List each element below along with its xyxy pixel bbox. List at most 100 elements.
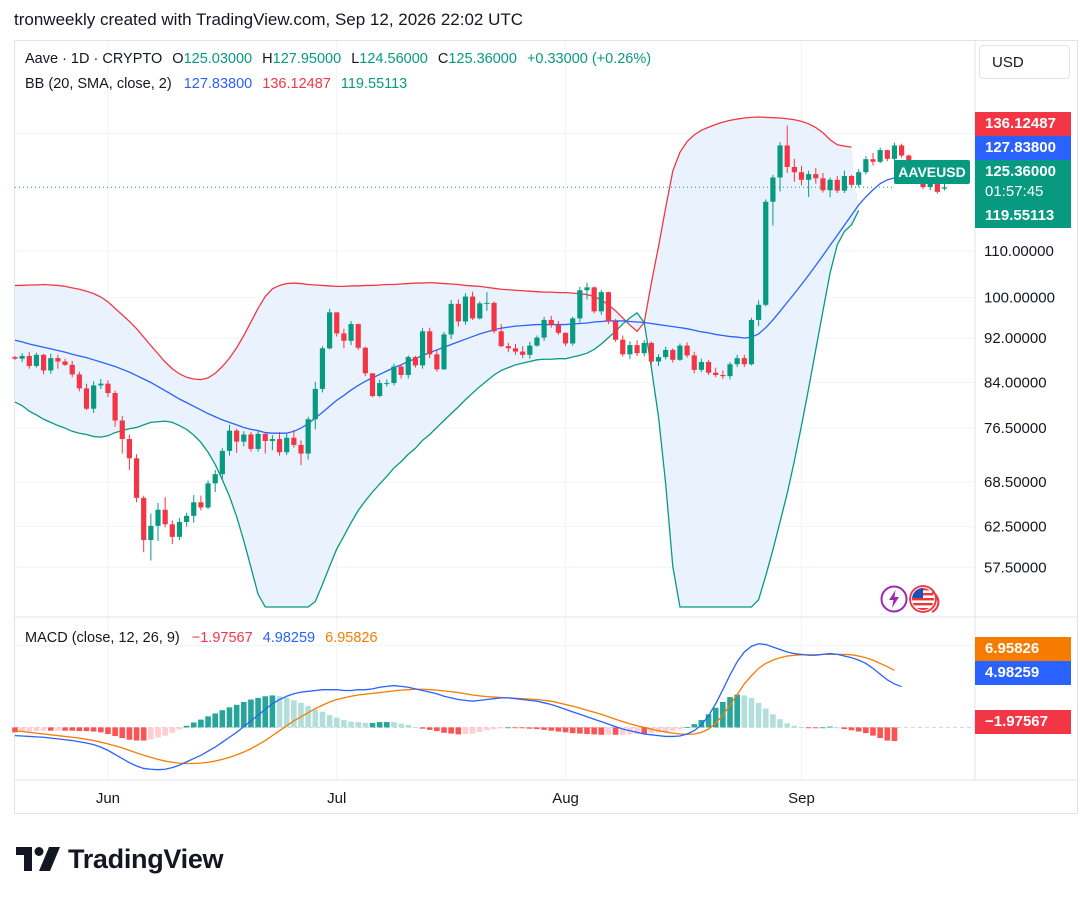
macd-histogram-bar: [727, 697, 733, 728]
macd-histogram-bar: [491, 727, 497, 730]
candle-body: [634, 345, 640, 354]
candle-body: [470, 296, 476, 319]
macd-histogram-bar: [684, 727, 690, 728]
time-tick-label: Sep: [788, 790, 815, 807]
macd-histogram-bar: [426, 727, 433, 730]
macd-histogram-bar: [69, 727, 75, 731]
price-tick-label: 68.50000: [984, 474, 1047, 491]
currency-button[interactable]: USD: [979, 45, 1070, 79]
bb-label: BB (20, SMA, close, 2): [25, 76, 172, 92]
macd-histogram-bar: [441, 727, 447, 733]
candle-body: [884, 150, 890, 159]
macd-histogram-bar: [305, 706, 311, 728]
candle-body: [863, 159, 869, 173]
macd-histogram-bar: [355, 722, 361, 728]
macd-histogram-bar: [326, 715, 333, 728]
lightning-icon[interactable]: [880, 585, 908, 613]
candle-body: [341, 333, 347, 341]
candle-body: [663, 349, 669, 358]
tradingview-logo[interactable]: TradingView: [16, 842, 224, 876]
macd-histogram-bar: [12, 727, 18, 733]
macd-histogram-bar: [241, 701, 247, 728]
candle-body: [362, 347, 368, 374]
macd-histogram-bar: [226, 707, 233, 728]
macd-histogram-bar: [55, 727, 61, 731]
candle-body: [434, 354, 440, 370]
candle-body: [62, 361, 68, 365]
candle-body: [369, 373, 376, 397]
candle-body: [548, 319, 554, 326]
candle-body: [305, 419, 311, 454]
last-price-value: 125.36000: [985, 163, 1056, 180]
macd-histogram-bar: [126, 727, 133, 740]
time-tick-label: Jul: [327, 790, 346, 807]
candle-body: [384, 383, 390, 385]
candle-body: [462, 296, 469, 322]
symbol-label[interactable]: Aave · 1D · CRYPTO: [25, 51, 163, 67]
candle-body: [226, 430, 233, 451]
macd-histogram-bar: [176, 727, 183, 730]
us-flag-icon[interactable]: [909, 585, 937, 613]
macd-histogram-bar: [755, 702, 762, 728]
bb-upper-value: 136.12487: [262, 76, 331, 92]
macd-histogram-bar: [777, 719, 783, 728]
macd-hist-value: −1.97567: [191, 630, 253, 646]
macd-histogram-bar: [791, 725, 798, 728]
candle-body: [455, 303, 461, 322]
macd-histogram-bar: [212, 713, 218, 728]
candle-body: [555, 325, 561, 333]
candle-body: [806, 174, 812, 180]
candle-body: [398, 366, 404, 376]
macd-histogram-bar: [584, 727, 590, 734]
candle-body: [591, 287, 597, 312]
macd-histogram-bar: [269, 695, 276, 728]
candle-body: [813, 174, 819, 179]
macd-histogram-bar: [691, 724, 698, 728]
candle-body: [748, 319, 755, 365]
macd-histogram-bar: [98, 727, 104, 733]
macd-histogram-bar: [298, 702, 304, 728]
macd-histogram-bar: [770, 714, 776, 728]
candle-body: [734, 358, 740, 365]
macd-hist-tag: −1.97567: [975, 710, 1071, 734]
macd-histogram-bar: [90, 727, 97, 732]
candle-body: [941, 187, 948, 189]
chart-frame[interactable]: [14, 40, 1078, 814]
macd-histogram-bar: [190, 722, 197, 728]
macd-histogram-bar: [76, 727, 83, 732]
candle-body: [269, 439, 275, 441]
macd-histogram-bar: [805, 727, 812, 729]
candle-body: [684, 345, 690, 356]
candle-body: [155, 509, 161, 526]
candle-body: [69, 364, 75, 375]
candle-body: [405, 357, 411, 376]
macd-histogram-bar: [455, 727, 462, 735]
candle-body: [169, 524, 175, 537]
low-label: L: [351, 51, 360, 67]
candle-body: [677, 345, 683, 360]
candle-body: [856, 172, 862, 185]
macd-histogram-bar: [541, 727, 547, 730]
macd-histogram-bar: [498, 727, 504, 729]
macd-histogram-bar: [841, 727, 848, 730]
bb-legend[interactable]: BB (20, SMA, close, 2) 127.83800 136.124…: [25, 76, 407, 92]
macd-histogram-bar: [784, 723, 790, 728]
candle-body: [327, 312, 333, 349]
macd-histogram-bar: [233, 704, 240, 728]
candle-body: [512, 348, 519, 352]
candle-body: [205, 483, 211, 508]
candle-body: [19, 355, 25, 359]
macd-histogram-bar: [462, 727, 469, 734]
macd-histogram-bar: [798, 727, 805, 728]
candle-body: [76, 374, 82, 389]
candle-body: [648, 342, 654, 362]
macd-histogram-bar: [319, 711, 326, 728]
time-tick-label: Jun: [96, 790, 120, 807]
candle-body: [727, 364, 733, 377]
candle-body: [83, 388, 90, 409]
macd-histogram-bar: [870, 727, 876, 736]
candle-body: [448, 303, 454, 335]
candle-body: [198, 502, 204, 508]
macd-legend[interactable]: MACD (close, 12, 26, 9) −1.97567 4.98259…: [25, 630, 378, 646]
